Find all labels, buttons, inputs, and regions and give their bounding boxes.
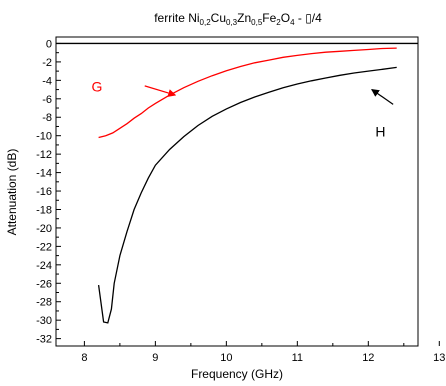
y-tick-label-5: -10 <box>36 131 52 143</box>
curve-annotations: GH <box>91 78 394 140</box>
y-tick-label-12: -24 <box>36 260 52 272</box>
chart-title-sub-0: 0,2 <box>200 18 212 27</box>
y-tick-label-9: -18 <box>36 204 52 216</box>
chart-title-sub-3: 2 <box>276 18 281 27</box>
chart-title-text-0: Cu <box>211 11 226 25</box>
plot-frame <box>55 36 419 347</box>
annotation-label-1: H <box>375 124 385 140</box>
annotation-arrow-0 <box>144 85 177 97</box>
y-tick-label-3: -6 <box>42 94 52 106</box>
chart-title-sub-4: 4 <box>290 18 295 27</box>
chart-title-sub-1: 0,3 <box>226 18 238 27</box>
y-tick-label-4: -8 <box>42 112 52 124</box>
y-tick-label-0: 0 <box>46 38 52 50</box>
x-tick-label-5: 13 <box>433 352 445 364</box>
y-tick-label-8: -16 <box>36 186 52 198</box>
axis-tick-labels: 8 9 10 11 12 13 0 -2 -4 -6 -8 -10 -12 -14 -16 -18 -20 -22… <box>36 38 445 364</box>
x-tick-label-1: 9 <box>152 352 158 364</box>
chart-title-sub-2: 0,5 <box>251 18 263 27</box>
x-tick-label-3: 11 <box>292 352 303 364</box>
series-line-1 <box>97 66 397 324</box>
y-tick-label-11: -22 <box>36 241 52 253</box>
chart-title-text-1: Zn <box>237 11 251 25</box>
y-tick-label-15: -30 <box>36 315 52 327</box>
chart-title-prefix: ferrite Ni <box>154 11 199 25</box>
chart-title-text-2: Fe <box>262 11 276 25</box>
x-tick-label-2: 10 <box>220 352 232 364</box>
y-tick-label-7: -14 <box>36 168 52 180</box>
axis-ticks <box>56 42 440 346</box>
y-tick-label-16: -32 <box>36 334 52 346</box>
data-series <box>97 47 397 324</box>
annotation-label-0: G <box>91 78 102 94</box>
x-tick-label-4: 12 <box>362 352 374 364</box>
series-line-0 <box>98 47 397 139</box>
x-tick-label-0: 8 <box>81 352 87 364</box>
chart-title-text-3: O <box>281 11 290 25</box>
y-tick-label-14: -28 <box>36 297 52 309</box>
annotation-arrow-1 <box>371 89 394 105</box>
y-axis-title: Attenuation (dB) <box>5 149 19 236</box>
y-tick-label-13: -26 <box>36 278 52 290</box>
x-axis-title: Frequency (GHz) <box>191 367 283 381</box>
y-tick-label-6: -12 <box>36 149 52 161</box>
y-tick-label-1: -2 <box>42 57 52 69</box>
y-tick-label-10: -20 <box>36 223 52 235</box>
chart-title-text-4: - ▯/4 <box>295 11 323 25</box>
y-tick-label-2: -4 <box>42 75 52 87</box>
chart-title: ferrite Ni0,2Cu0,3Zn0,5Fe2O4 - ▯/4 <box>154 11 322 27</box>
